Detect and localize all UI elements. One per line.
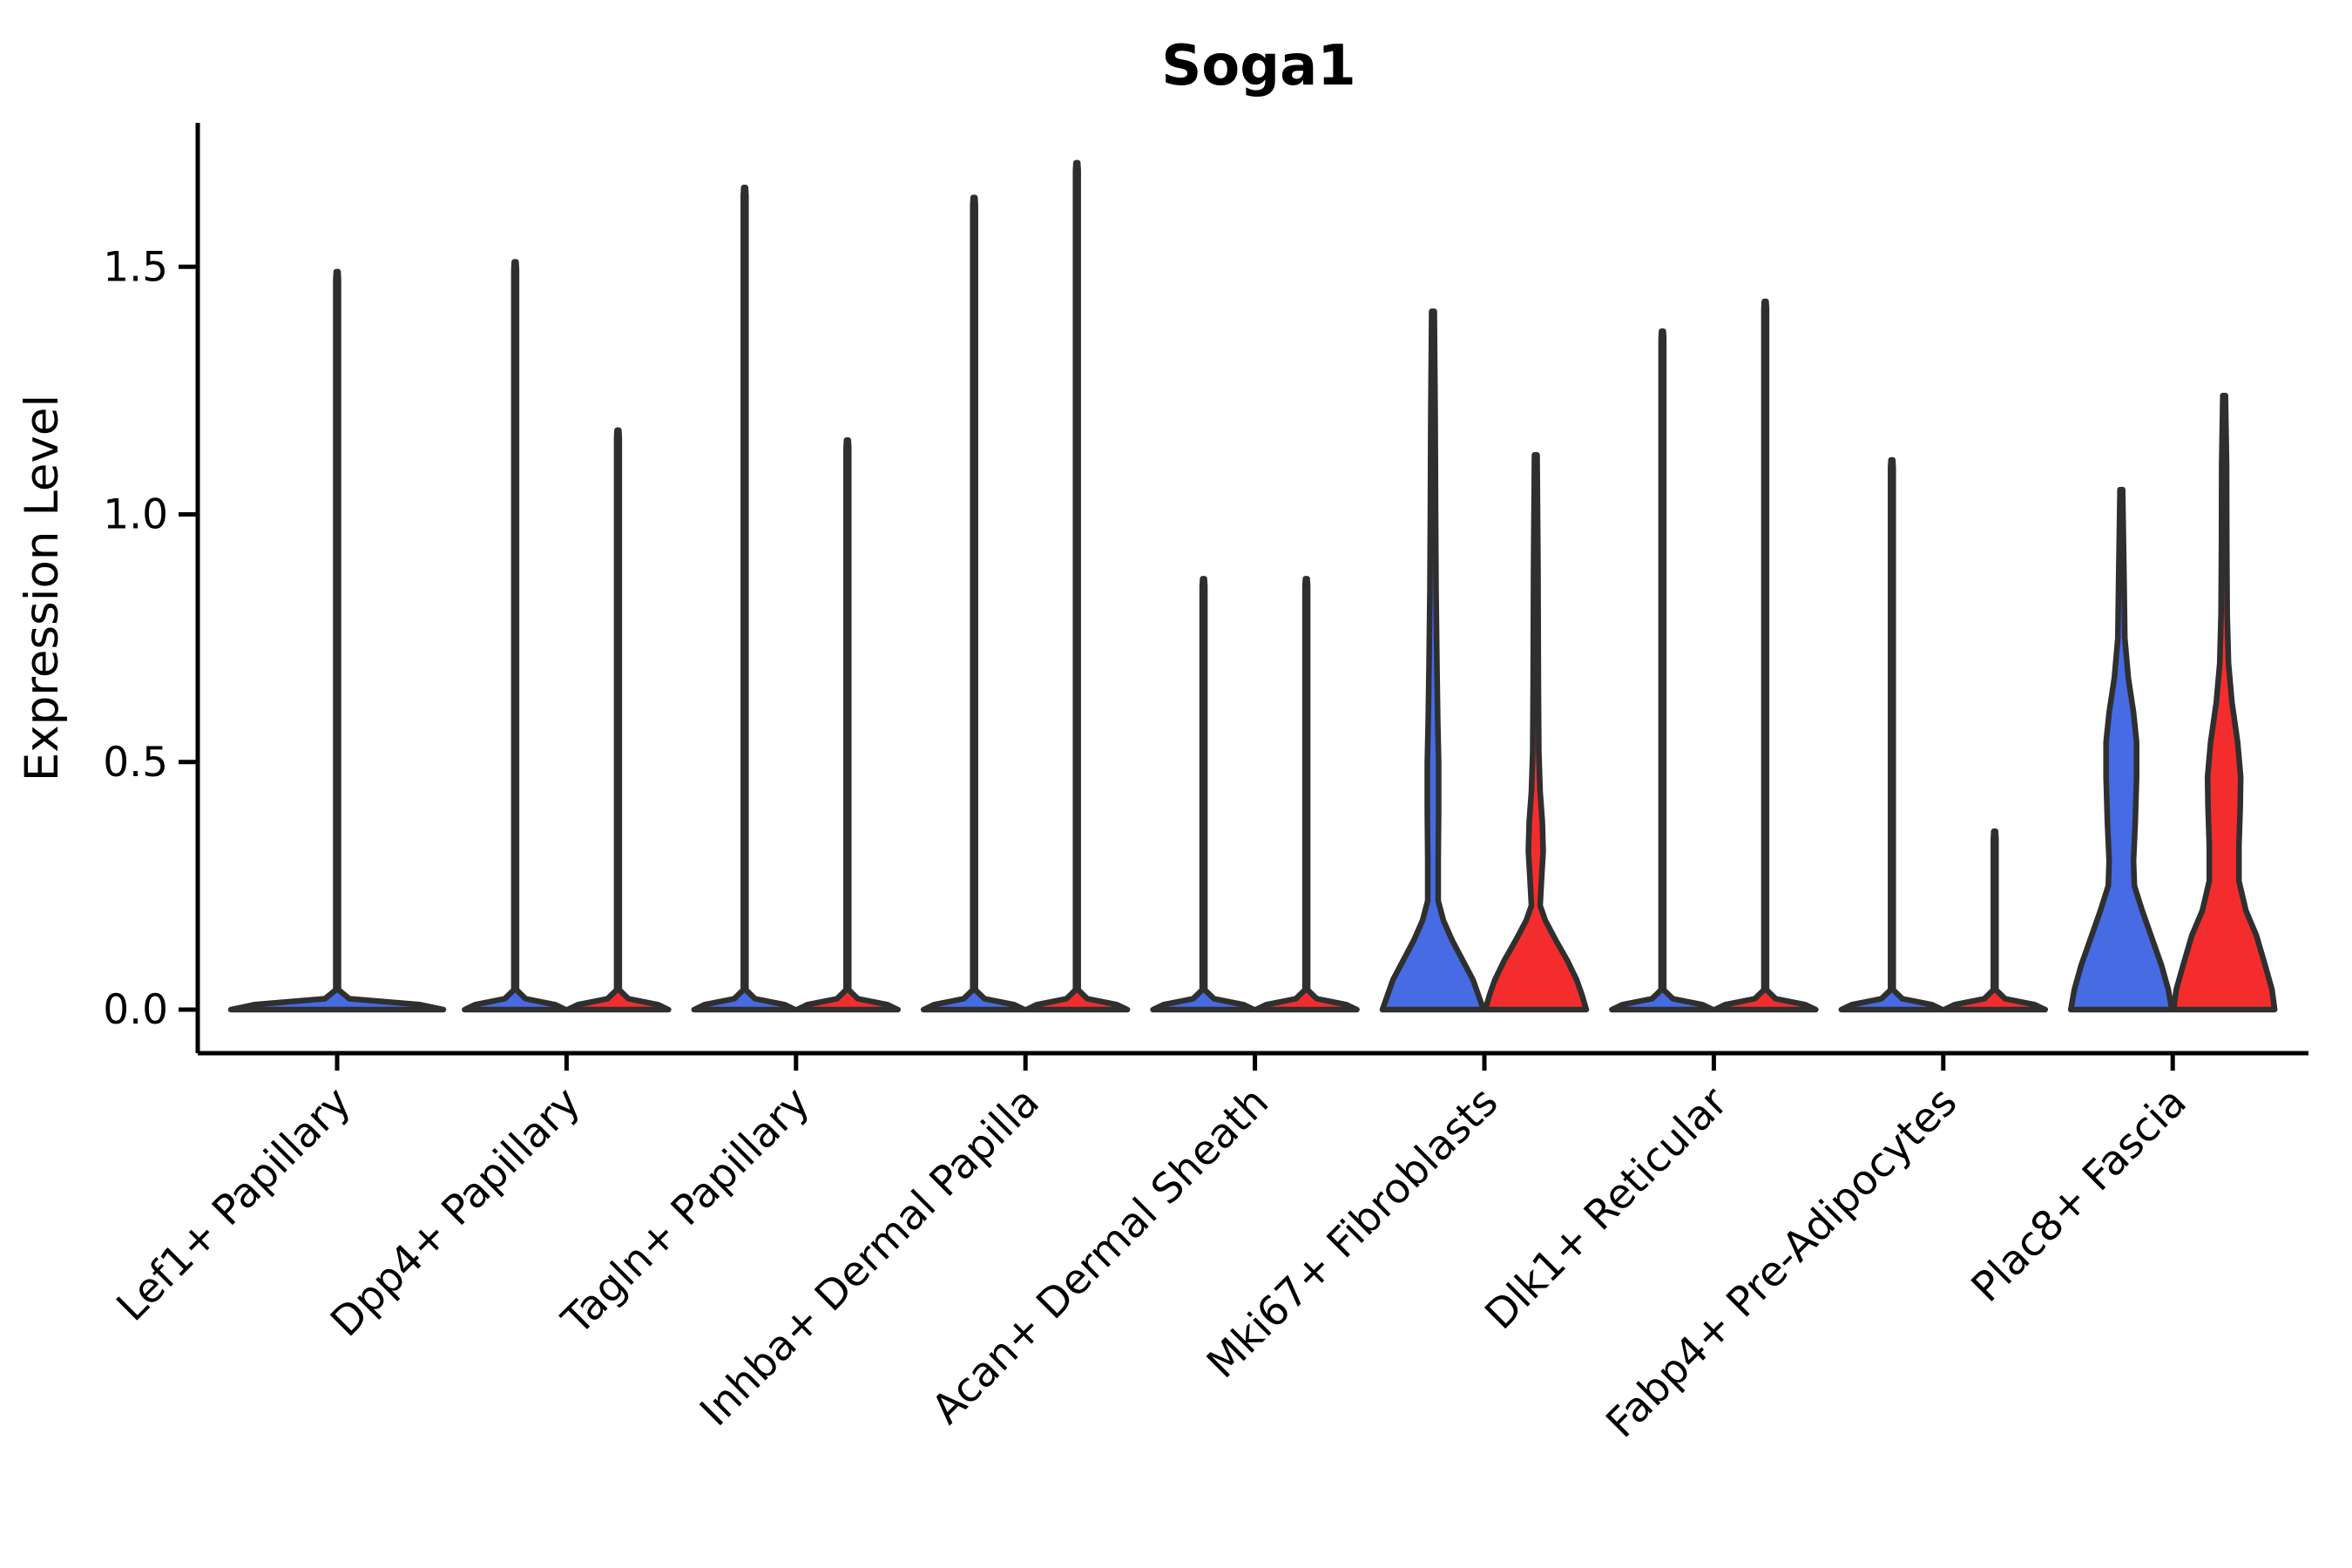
violin-7-red-point — [1990, 849, 1999, 858]
y-tick-label: 0.0 — [103, 986, 168, 1034]
violin-7-blue — [1838, 456, 1946, 1013]
violin-2-red — [794, 436, 902, 1013]
x-tick-label: Plac8+ Fascia — [1963, 1078, 2196, 1312]
violin-5-blue — [1379, 308, 1487, 1013]
y-tick-label: 0.5 — [103, 739, 168, 787]
y-axis-label: Expression Level — [16, 395, 69, 781]
violin-1-blue — [462, 259, 569, 1013]
violin-1-red — [564, 427, 672, 1013]
y-tick-label: 1.0 — [103, 491, 168, 539]
violin-8-red — [2170, 392, 2278, 1013]
violin-7-red-point — [1990, 879, 1999, 888]
violin-7-red-point — [1990, 862, 1999, 870]
violin-3-blue — [920, 194, 1028, 1013]
violin-4-red — [1253, 576, 1360, 1013]
violin-3-red — [1023, 159, 1131, 1013]
x-tick-label: Lef1+ Papillary — [108, 1078, 361, 1331]
x-tick-label: Dlk1+ Reticular — [1476, 1078, 1737, 1339]
plot-title: Soga1 — [1161, 34, 1356, 98]
y-tick-label: 1.5 — [103, 243, 168, 291]
violin-0-blue — [227, 268, 447, 1013]
violin-8-blue — [2067, 486, 2175, 1013]
violin-4-blue — [1150, 576, 1257, 1013]
violin-7-red — [1941, 828, 2049, 1013]
violin-2-blue — [691, 185, 799, 1013]
violin-5-red — [1482, 452, 1590, 1013]
x-tick-label: Tagln+ Papillary — [552, 1078, 819, 1345]
violins-layer — [227, 159, 2278, 1013]
violin-6-blue — [1609, 328, 1716, 1013]
violin-7-red-point — [1990, 903, 1999, 912]
x-tick-label: Dpp4+ Papillary — [321, 1078, 590, 1347]
violin-6-red — [1712, 298, 1819, 1013]
